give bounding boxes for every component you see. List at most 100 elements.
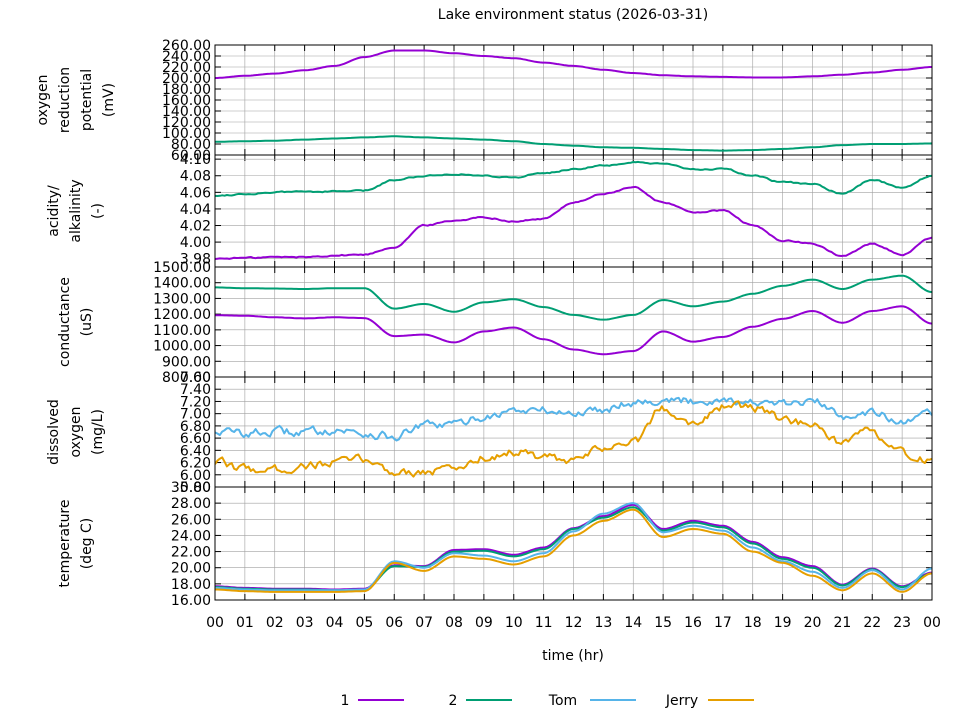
y-tick-label: 7.20 [180,394,211,410]
legend-item-tom: Tom [548,693,636,709]
x-tick-label: 23 [893,615,911,631]
y-axis-title: reduction [57,67,73,133]
y-tick-label: 140.00 [162,104,211,120]
x-tick-label: 10 [505,615,523,631]
y-tick-label: 20.00 [171,561,211,577]
panel-series [215,396,932,478]
panel-temperature: 16.0018.0020.0022.0024.0026.0028.0030.00… [57,480,941,631]
y-tick-label: 1300.00 [153,291,211,307]
x-tick-label: 12 [565,615,583,631]
y-tick-label: 30.00 [171,480,211,496]
series-line-1 [215,305,932,356]
y-tick-label: 120.00 [162,115,211,131]
y-tick-label: 4.02 [180,219,211,235]
panel-frame [214,486,933,601]
legend-label: 2 [449,693,458,709]
y-tick-label: 900.00 [162,354,211,370]
y-axis-title: oxygen [68,406,84,457]
y-tick-label: 6.20 [180,456,211,472]
x-tick-label: 03 [296,615,314,631]
x-tick-label: 20 [804,615,822,631]
y-tick-label: 220.00 [162,60,211,76]
y-tick-label: 28.00 [171,496,211,512]
series-line-1 [215,49,932,79]
x-tick-label: 07 [415,615,433,631]
y-axis-title: acidity/ [46,185,62,237]
series-line-1 [215,185,932,260]
x-tick-label: 17 [714,615,732,631]
x-tick-label: 09 [475,615,493,631]
x-tick-label: 01 [236,615,254,631]
panel-series [215,160,932,260]
panel-conductance: 800.00900.001000.001100.001200.001300.00… [57,260,933,386]
legend-label: Jerry [665,693,698,709]
x-tick-label: 08 [445,615,463,631]
x-tick-label: 05 [355,615,373,631]
x-axis-title: time (hr) [542,648,604,664]
x-tick-label: 00 [206,615,224,631]
x-tick-label: 04 [326,615,344,631]
y-tick-label: 24.00 [171,528,211,544]
panel-orp: 60.0080.00100.00120.00140.00160.00180.00… [35,38,933,164]
x-tick-label: 06 [385,615,403,631]
x-tick-label: 14 [624,615,642,631]
y-axis-title: (uS) [79,308,95,337]
legend-label: Tom [548,693,577,709]
legend-item-1: 1 [341,693,404,709]
y-tick-label: 4.10 [180,152,211,168]
series-line-2 [215,135,932,152]
y-tick-label: 22.00 [171,545,211,561]
series-line-tom [215,502,932,592]
x-tick-label: 13 [594,615,612,631]
y-tick-label: 5.80 [180,480,211,496]
y-tick-label: 200.00 [162,71,211,87]
y-tick-label: 7.60 [180,370,211,386]
y-tick-label: 800.00 [162,370,211,386]
series-line-2 [215,160,932,197]
x-tick-label: 02 [266,615,284,631]
y-axis-title: (mg/L) [90,409,106,455]
y-tick-label: 4.08 [180,169,211,185]
y-tick-label: 1200.00 [153,307,211,323]
x-tick-label: 22 [863,615,881,631]
y-tick-label: 4.06 [180,185,211,201]
y-tick-label: 26.00 [171,512,211,528]
y-axis-title: temperature [57,500,73,588]
y-tick-label: 1400.00 [153,276,211,292]
chart-title: Lake environment status (2026-03-31) [438,7,708,23]
x-tick-label: 16 [684,615,702,631]
x-tick-label: 00 [923,615,941,631]
y-tick-label: 6.00 [180,468,211,484]
y-tick-label: 6.40 [180,443,211,459]
y-tick-label: 1100.00 [153,323,211,339]
y-axis-title: (mV) [101,83,117,117]
panel-series [215,49,932,152]
y-tick-label: 18.00 [171,577,211,593]
x-tick-label: 15 [654,615,672,631]
y-tick-label: 1500.00 [153,260,211,276]
series-line-jerry [215,508,932,593]
y-axis-title: conductance [57,277,73,367]
legend-item-jerry: Jerry [665,693,754,709]
y-tick-label: 3.98 [180,252,211,268]
y-tick-label: 60.00 [171,148,211,164]
y-tick-label: 6.80 [180,419,211,435]
x-tick-label: 11 [535,615,553,631]
y-tick-label: 6.60 [180,431,211,447]
x-tick-label: 18 [744,615,762,631]
y-tick-label: 7.40 [180,382,211,398]
x-tick-label: 19 [774,615,792,631]
y-tick-label: 4.04 [180,202,211,218]
y-tick-label: 1000.00 [153,339,211,355]
y-axis-title: potential [79,69,95,131]
y-tick-label: 80.00 [171,137,211,153]
y-tick-label: 100.00 [162,126,211,142]
series-line-jerry [215,400,932,478]
y-tick-label: 16.00 [171,593,211,609]
chart-legend: 1 2 Tom Jerry [341,693,754,709]
panel-series [215,274,932,356]
y-axis-title: oxygen [35,74,51,125]
panel-ph: 3.984.004.024.044.064.084.10 acidity/alka… [46,152,933,268]
y-axis-title: dissolved [46,399,62,465]
chart-panels: 60.0080.00100.00120.00140.00160.00180.00… [35,38,941,631]
